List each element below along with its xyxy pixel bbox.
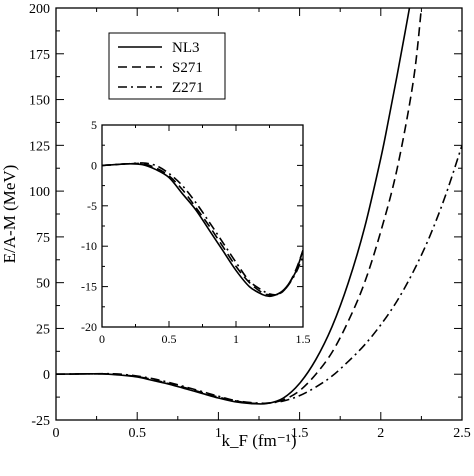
main-x-tick-label: 1 bbox=[215, 426, 222, 441]
main-y-tick-label: 150 bbox=[29, 94, 50, 109]
main-y-tick-label: 0 bbox=[43, 368, 50, 383]
main-x-tick-label: 0 bbox=[53, 426, 60, 441]
inset-x-tick-label: 0 bbox=[99, 332, 105, 346]
legend-label-nl3: NL3 bbox=[172, 40, 200, 56]
inset-x-tick-label: 0.5 bbox=[162, 332, 177, 346]
main-y-tick-label: 175 bbox=[29, 48, 50, 63]
legend-label-s271: S271 bbox=[172, 60, 203, 76]
main-series-line-z271 bbox=[56, 145, 462, 405]
main-series-line-nl3 bbox=[56, 8, 411, 405]
inset-y-tick-label: -5 bbox=[87, 199, 97, 213]
main-y-tick-label: 100 bbox=[29, 185, 50, 200]
inset-x-tick-label: 1.5 bbox=[296, 332, 311, 346]
inset-plot-frame bbox=[101, 124, 304, 328]
inset-y-tick-label: 0 bbox=[91, 158, 97, 172]
inset-y-tick-label: -15 bbox=[81, 280, 97, 294]
main-x-tick-label: 0.5 bbox=[128, 426, 146, 441]
main-x-tick-label: 2 bbox=[377, 426, 384, 441]
inset-plot: 0 0.5 1 1.5 -20 -15 -10 -5 0 5 bbox=[81, 118, 311, 346]
main-y-tick-label: -25 bbox=[31, 414, 50, 429]
main-x-tick-label: 1.5 bbox=[291, 426, 309, 441]
main-y-tick-label: 125 bbox=[29, 139, 50, 154]
inset-series-line-z271 bbox=[102, 162, 303, 296]
x-axis-title: k_F (fm⁻¹) bbox=[222, 431, 297, 450]
inset-y-tick-label: 5 bbox=[91, 118, 97, 132]
main-y-tick-label: 50 bbox=[36, 277, 50, 292]
inset-y-tick-label: -10 bbox=[81, 239, 97, 253]
main-x-tick-label: 2.5 bbox=[453, 426, 471, 441]
main-y-tick-label: 25 bbox=[36, 322, 50, 337]
legend: NL3 S271 Z271 bbox=[108, 32, 226, 100]
legend-box bbox=[108, 32, 226, 100]
y-axis-title: E/A-M (MeV) bbox=[0, 165, 19, 264]
main-y-tick-label: 75 bbox=[36, 231, 50, 246]
legend-label-z271: Z271 bbox=[172, 80, 204, 96]
inset-x-tick-label: 1 bbox=[233, 332, 239, 346]
inset-series-group bbox=[102, 162, 303, 298]
main-y-tick-label: 200 bbox=[29, 2, 50, 17]
main-series-group bbox=[56, 8, 462, 405]
inset-y-tick-label: -20 bbox=[81, 320, 97, 334]
